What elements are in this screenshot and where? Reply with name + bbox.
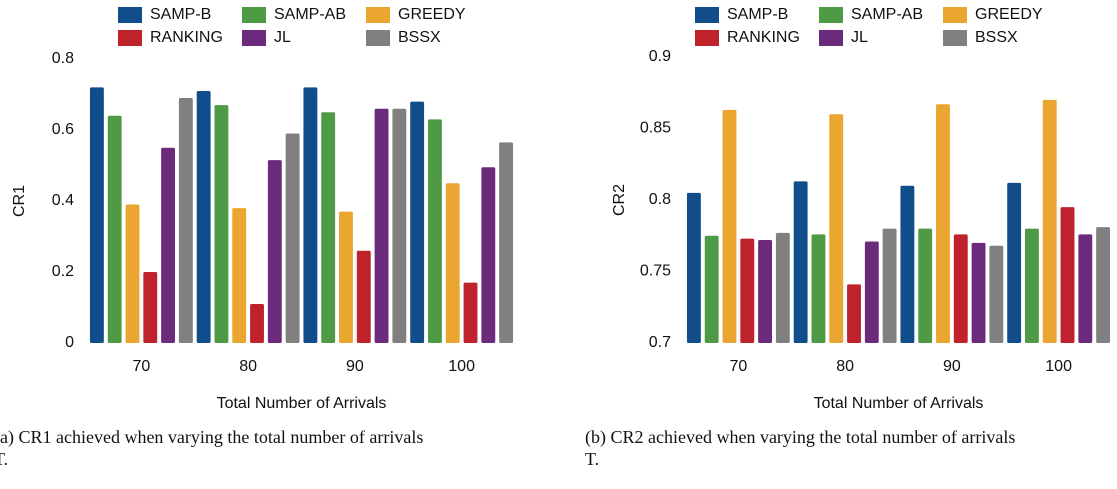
legend-label: GREEDY <box>398 6 466 23</box>
bar <box>339 211 353 343</box>
bar <box>775 232 790 343</box>
bar <box>214 105 229 344</box>
bar <box>1096 227 1111 343</box>
bar <box>107 115 122 343</box>
legend-swatch <box>242 7 266 23</box>
legend-swatch <box>695 30 719 46</box>
caption: (b) CR2 achieved when varying the total … <box>585 427 1016 469</box>
bar <box>89 87 104 344</box>
bar <box>1042 99 1057 344</box>
bar <box>722 109 737 343</box>
bar <box>971 242 986 343</box>
bar <box>303 87 318 344</box>
bar <box>1007 182 1022 343</box>
legend-label: SAMP-B <box>150 6 211 23</box>
bar <box>936 104 950 343</box>
bar <box>847 284 861 343</box>
legend-swatch <box>242 30 266 46</box>
legend-swatch <box>819 7 843 23</box>
bar <box>900 185 915 343</box>
x-tick-label: 70 <box>729 358 747 375</box>
x-tick-label: 90 <box>943 358 961 375</box>
bar <box>267 160 282 343</box>
y-tick-label: 0.75 <box>640 263 671 280</box>
bar <box>143 272 158 343</box>
bar <box>445 183 460 343</box>
bar <box>161 147 176 343</box>
y-tick-label: 0.9 <box>649 48 671 65</box>
bar <box>374 108 389 343</box>
bar <box>125 204 140 343</box>
legend-swatch <box>366 30 390 46</box>
legend-label: BSSX <box>975 29 1018 46</box>
bar <box>196 90 211 343</box>
legend-swatch <box>943 7 967 23</box>
bar <box>481 167 496 343</box>
bar <box>864 241 879 343</box>
bar <box>918 228 933 343</box>
x-axis-label: Total Number of Arrivals <box>217 395 387 412</box>
y-tick-label: 0.6 <box>52 121 74 138</box>
y-tick-label: 0 <box>65 334 74 351</box>
bar <box>1024 228 1039 343</box>
bar <box>758 240 773 343</box>
y-axis-label: CR2 <box>611 184 628 216</box>
legend-swatch <box>819 30 843 46</box>
y-tick-label: 0.2 <box>52 263 74 280</box>
x-tick-label: 100 <box>448 358 475 375</box>
bar <box>232 208 247 343</box>
bar <box>704 235 719 343</box>
bar <box>1060 207 1075 343</box>
legend-label: SAMP-B <box>727 6 788 23</box>
bar <box>321 112 336 343</box>
legend-label: SAMP-AB <box>851 6 923 23</box>
bar <box>178 98 193 343</box>
legend-swatch <box>695 7 719 23</box>
bar <box>285 133 300 343</box>
bar <box>250 303 264 343</box>
bar <box>811 234 826 343</box>
x-tick-label: 80 <box>239 358 257 375</box>
x-axis-label: Total Number of Arrivals <box>814 395 984 412</box>
bar <box>1078 234 1093 343</box>
bar <box>953 234 968 343</box>
legend-label: BSSX <box>398 29 441 46</box>
y-tick-label: 0.8 <box>52 50 74 67</box>
legend-label: SAMP-AB <box>274 6 346 23</box>
legend-swatch <box>118 7 142 23</box>
legend-label: JL <box>274 29 291 46</box>
x-tick-label: 80 <box>836 358 854 375</box>
legend-swatch <box>118 30 142 46</box>
caption: (a) CR1 achieved when varying the total … <box>0 427 424 469</box>
bar <box>463 282 478 343</box>
bar <box>882 228 897 343</box>
legend-label: RANKING <box>727 29 800 46</box>
legend-swatch <box>366 7 390 23</box>
y-tick-label: 0.8 <box>649 191 671 208</box>
bar <box>829 114 844 343</box>
x-tick-label: 70 <box>132 358 150 375</box>
x-tick-label: 100 <box>1045 358 1072 375</box>
bar <box>740 238 755 343</box>
bar <box>499 142 514 343</box>
legend-label: GREEDY <box>975 6 1043 23</box>
bar <box>793 181 808 343</box>
legend-swatch <box>943 30 967 46</box>
y-tick-label: 0.85 <box>640 120 671 137</box>
y-tick-label: 0.7 <box>649 334 671 351</box>
bar <box>410 101 425 343</box>
bar <box>686 192 701 343</box>
bar <box>356 250 371 343</box>
y-tick-label: 0.4 <box>52 192 74 209</box>
bar <box>427 119 442 343</box>
bar <box>392 108 407 343</box>
legend-label: RANKING <box>150 29 223 46</box>
x-tick-label: 90 <box>346 358 364 375</box>
y-axis-label: CR1 <box>11 185 28 217</box>
bar <box>989 245 1004 343</box>
legend-label: JL <box>851 29 868 46</box>
